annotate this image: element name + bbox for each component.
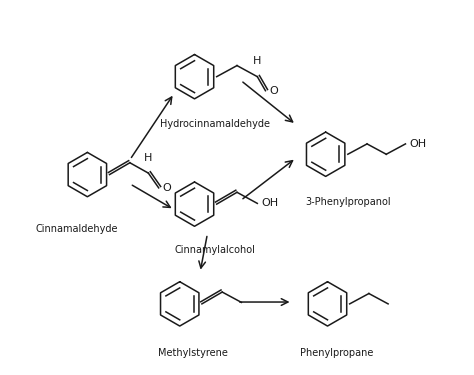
Text: O: O <box>269 86 278 96</box>
Text: O: O <box>163 183 171 193</box>
Text: H: H <box>253 56 262 66</box>
Text: Hydrocinnamaldehyde: Hydrocinnamaldehyde <box>160 119 270 129</box>
Text: H: H <box>144 153 153 163</box>
Text: Methylstyrene: Methylstyrene <box>158 348 228 358</box>
Text: OH: OH <box>409 139 426 149</box>
Text: Cinnamylalcohol: Cinnamylalcohol <box>174 245 255 255</box>
Text: Cinnamaldehyde: Cinnamaldehyde <box>35 225 118 234</box>
Text: Phenylpropane: Phenylpropane <box>300 348 374 358</box>
Text: 3-Phenylpropanol: 3-Phenylpropanol <box>305 197 391 207</box>
Text: OH: OH <box>261 198 278 208</box>
